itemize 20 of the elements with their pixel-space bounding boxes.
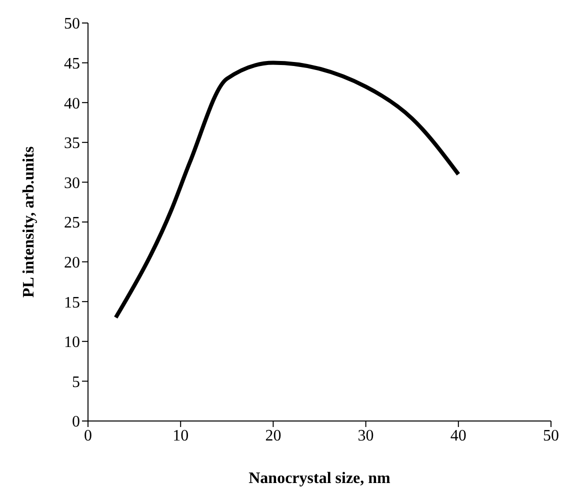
x-tick-label: 0: [84, 427, 92, 444]
y-tick-label: 35: [64, 135, 80, 152]
y-tick-label: 10: [64, 334, 80, 352]
y-tick-label: 15: [64, 294, 80, 312]
x-tick-label: 20: [265, 427, 282, 444]
y-tick-label: 0: [72, 414, 80, 431]
y-tick-label: 25: [64, 214, 80, 232]
line-series: [114, 60, 460, 320]
y-tick-label: 40: [64, 95, 80, 112]
y-tick-label: 30: [64, 174, 80, 192]
x-tick-label: 40: [450, 427, 466, 444]
y-tick-label: 5: [72, 374, 80, 391]
x-axis-title: Nanocrystal size, nm: [248, 470, 392, 487]
y-tick-label: 20: [64, 254, 80, 272]
x-tick-label: 30: [358, 427, 374, 444]
x-tick-label: 50: [543, 427, 559, 444]
y-tick-label: 50: [64, 16, 80, 33]
x-tick-label: 10: [172, 427, 189, 444]
y-axis-title: PL intensity, arb.units: [20, 146, 38, 298]
y-tick-label: 45: [64, 55, 80, 72]
